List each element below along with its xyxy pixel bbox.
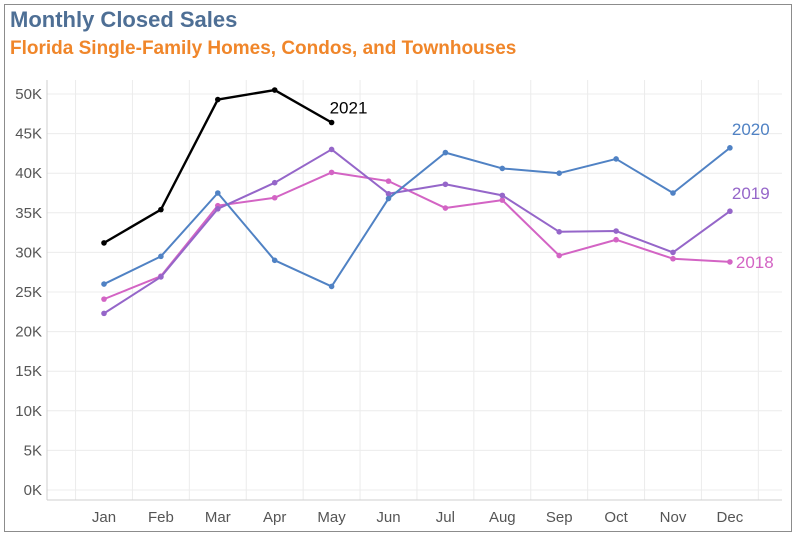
data-point-2019	[385, 190, 392, 197]
series-label-2019: 2019	[732, 184, 770, 203]
series-line-2018	[103, 171, 730, 301]
data-point-2019	[215, 206, 221, 212]
data-point-2019	[328, 146, 335, 153]
y-tick-label: 0K	[24, 482, 42, 499]
data-point-2019	[670, 249, 676, 256]
data-point-2021	[215, 96, 221, 103]
x-tick-label: Jul	[436, 509, 455, 526]
data-point-2020	[215, 190, 221, 196]
data-point-2018	[442, 205, 449, 211]
x-tick-label: Mar	[205, 509, 231, 526]
x-tick-label: May	[317, 509, 346, 526]
data-point-2018	[271, 194, 278, 201]
y-tick-label: 30K	[15, 244, 42, 261]
x-tick-label: Jun	[376, 509, 400, 526]
data-point-2020	[670, 190, 676, 196]
data-point-2018	[613, 236, 619, 243]
series-line-2021	[103, 88, 333, 244]
data-point-2020	[158, 253, 164, 260]
data-point-2020	[727, 145, 733, 151]
data-point-2018	[385, 178, 392, 184]
chart-title: Monthly Closed Sales	[10, 7, 238, 32]
y-tick-label: 35K	[15, 205, 42, 222]
data-point-2019	[271, 179, 278, 186]
data-point-2019	[158, 274, 164, 280]
grid-layer	[47, 80, 782, 500]
data-point-2020	[613, 156, 619, 162]
data-point-2019	[499, 192, 506, 199]
x-tick-label: Dec	[717, 509, 744, 526]
data-point-2018	[101, 296, 107, 302]
y-tick-label: 5K	[24, 442, 42, 459]
data-point-2021	[101, 240, 107, 246]
data-point-2018	[670, 255, 676, 262]
data-point-2020	[499, 165, 506, 172]
data-point-2018	[727, 259, 733, 265]
data-point-2020	[385, 195, 392, 202]
data-point-2020	[328, 283, 335, 290]
x-tick-label: Oct	[604, 509, 628, 526]
data-point-2019	[556, 229, 562, 235]
y-tick-label: 15K	[15, 363, 42, 380]
label-layer: 2018 2019 2020 2021	[330, 99, 774, 272]
x-tick-label: Jan	[92, 509, 116, 526]
x-tick-label: Feb	[148, 509, 174, 526]
data-point-2019	[442, 181, 449, 188]
chart-subtitle: Florida Single-Family Homes, Condos, and…	[10, 38, 517, 59]
y-tick-label: 45K	[15, 126, 42, 143]
y-tick-label: 40K	[15, 165, 42, 182]
data-point-2021	[271, 87, 278, 93]
y-tick-label: 20K	[15, 324, 42, 341]
series-layer	[101, 87, 733, 317]
data-point-2018	[499, 197, 506, 203]
series-label-2020: 2020	[732, 120, 770, 139]
series-label-2021: 2021	[330, 99, 368, 118]
x-tick-label: Sep	[546, 509, 573, 526]
x-tick-label: Aug	[489, 509, 516, 526]
series-line-2020	[103, 147, 731, 288]
x-tick-label: Apr	[263, 509, 286, 526]
data-point-2020	[271, 257, 278, 264]
data-point-2019	[101, 310, 107, 317]
data-point-2020	[556, 170, 562, 176]
y-tick-label: 10K	[15, 403, 42, 420]
axis-layer: 0K 5K 10K 15K 20K 25K 30K 35K 40K 45K 50K Jan Feb Mar…	[15, 80, 782, 526]
series-line-2019	[103, 148, 731, 315]
data-point-2018	[328, 169, 335, 176]
data-point-2019	[727, 208, 733, 215]
data-point-2021	[328, 119, 335, 126]
y-tick-label: 50K	[15, 86, 42, 103]
data-point-2019	[613, 228, 619, 234]
data-point-2020	[101, 281, 107, 287]
data-point-2018	[556, 252, 562, 259]
data-point-2020	[442, 149, 449, 156]
data-point-2021	[158, 206, 164, 213]
y-tick-label: 25K	[15, 284, 42, 301]
x-tick-label: Nov	[660, 509, 687, 526]
series-label-2018: 2018	[736, 253, 774, 272]
